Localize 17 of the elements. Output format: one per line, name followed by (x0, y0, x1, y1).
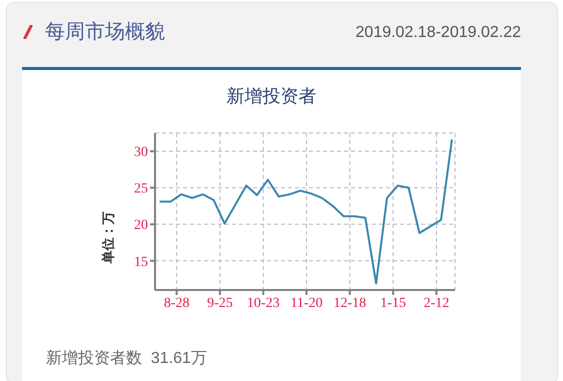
x-tick-label: 9-25 (207, 296, 233, 311)
text: 2019.02.18-2019.02.22 (356, 24, 521, 42)
x-tick-label: 1-15 (380, 296, 406, 311)
text: 每周市场概貌 (45, 20, 165, 45)
x-tick-label: 10-23 (246, 296, 280, 311)
y-tick-label: 30 (134, 145, 148, 160)
text: 新增投资者数 31.61万 (46, 348, 207, 369)
x-tick-label: 8-28 (164, 296, 190, 311)
x-tick-label: 12-18 (334, 296, 366, 311)
line-series (158, 138, 453, 284)
x-tick-label: 11-20 (290, 296, 323, 311)
y-tick-label: 20 (134, 218, 148, 234)
y-tick-label: 25 (134, 182, 148, 197)
chart-title: 新增投资者 (226, 85, 318, 108)
y-tick-label: 15 (134, 254, 148, 270)
x-tick-label: 2-12 (424, 296, 450, 311)
y-axis-title: 单位：万 (100, 212, 117, 264)
